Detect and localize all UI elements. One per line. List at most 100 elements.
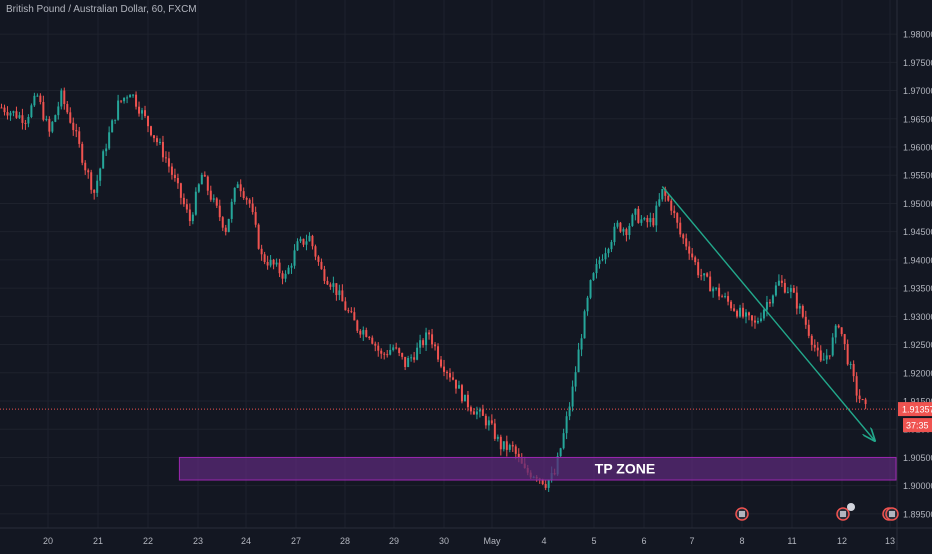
candle-body (57, 106, 60, 116)
candle-body (798, 305, 801, 309)
candle-body (604, 253, 607, 260)
candle-body (589, 280, 592, 298)
candle-body (236, 184, 239, 188)
candle-body (117, 100, 120, 120)
candle-body (96, 180, 99, 193)
candle-body (640, 219, 643, 223)
candle-body (849, 364, 852, 366)
x-tick-label: 27 (291, 536, 301, 546)
candle-body (598, 260, 601, 265)
candle-body (93, 189, 96, 193)
candle-body (161, 141, 164, 158)
candle-body (188, 209, 191, 222)
candle-body (748, 312, 750, 316)
candle-body (646, 217, 649, 223)
candle-body (329, 284, 332, 287)
candle-body (123, 97, 126, 102)
candle-body (359, 330, 362, 335)
y-tick-label: 1.93000 (903, 312, 932, 322)
candle-body (341, 290, 344, 302)
candle-body (120, 100, 123, 102)
candle-body (200, 174, 203, 185)
trendline-arrow[interactable] (661, 186, 874, 441)
candle-body (697, 262, 700, 276)
tp-zone[interactable] (178, 456, 897, 481)
candle-body (475, 411, 478, 415)
candle-body (496, 436, 499, 439)
candle-body (24, 122, 27, 124)
event-count-badge-icon (847, 503, 855, 511)
candle-body (431, 334, 434, 345)
candle-body (254, 212, 257, 225)
x-tick-label: May (483, 536, 501, 546)
candle-body (688, 246, 691, 254)
candle-body (287, 267, 290, 274)
candle-body (245, 198, 248, 200)
candle-body (284, 273, 287, 279)
candle-body (386, 354, 389, 356)
y-tick-label: 1.97500 (903, 58, 932, 68)
candle-body (389, 349, 392, 355)
y-tick-label: 1.95500 (903, 171, 932, 181)
candle-body (559, 448, 562, 457)
x-tick-label: 12 (837, 536, 847, 546)
candle-body (36, 95, 39, 97)
candle-body (410, 357, 413, 359)
candle-body (425, 332, 428, 346)
candle-body (3, 107, 6, 113)
candle-body (144, 110, 147, 117)
candle-body (129, 95, 132, 98)
candle-body (864, 399, 867, 405)
candle-body (565, 416, 568, 434)
candle-body (335, 283, 338, 296)
candle-body (718, 287, 721, 297)
candle-body (203, 174, 206, 177)
candle-body (661, 188, 664, 200)
candle-body (21, 115, 24, 123)
candle-body (771, 295, 774, 304)
candle-body (185, 204, 188, 210)
candle-body (822, 359, 825, 361)
candle-body (347, 310, 350, 312)
candle-body (51, 121, 54, 132)
candle-body (739, 307, 742, 317)
x-tick-label: 11 (787, 536, 796, 546)
candle-body (768, 302, 771, 304)
countdown-badge (903, 418, 932, 433)
candle-body (126, 97, 129, 99)
candle-body (727, 296, 730, 302)
candle-body (368, 336, 371, 338)
candle-body (221, 217, 224, 228)
candle-body (227, 218, 230, 232)
candle-body (667, 195, 670, 201)
candle-body (269, 259, 272, 266)
candle-body (825, 355, 828, 360)
candle-body (517, 453, 520, 458)
x-tick-label: 22 (143, 536, 153, 546)
candle-body (39, 95, 42, 102)
candle-body (625, 229, 628, 236)
candle-body (413, 357, 416, 360)
candle-body (514, 446, 517, 454)
candle-body (248, 199, 251, 204)
candle-body (72, 122, 75, 131)
candle-body (837, 325, 840, 328)
candle-body (152, 135, 155, 139)
candle-body (323, 269, 326, 281)
candle-body (371, 337, 374, 344)
candle-body (155, 138, 158, 143)
candle-body (428, 332, 431, 335)
candle-body (463, 394, 466, 402)
candle-body (733, 308, 736, 311)
candle-body (804, 316, 807, 325)
candle-body (466, 394, 469, 408)
candle-body (422, 340, 425, 346)
y-tick-label: 1.96000 (903, 143, 932, 153)
x-tick-label: 29 (389, 536, 399, 546)
candle-body (150, 126, 152, 136)
candle-body (69, 112, 72, 123)
candle-body (703, 273, 706, 276)
candle-body (795, 292, 798, 309)
